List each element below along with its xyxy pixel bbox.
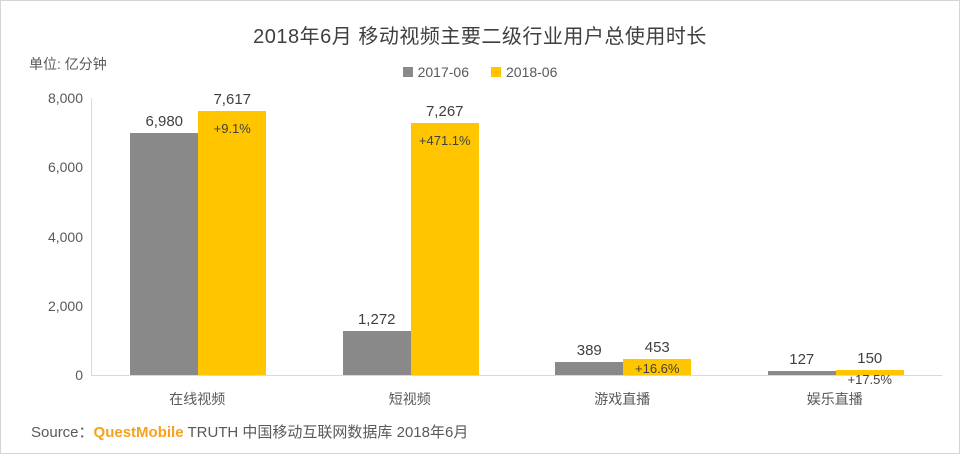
value-label-2017-06-游戏直播: 389 [576,341,602,359]
x-label-短视频: 短视频 [388,391,431,407]
bar-2018-06-娱乐直播 [835,369,904,375]
legend-swatch-2017-06 [402,67,413,77]
bar-group-在线视频: 6,980 7,617 +9.1% [92,91,305,375]
unit-label: 单位: 亿分钟 [29,56,107,72]
bar-2018-06-短视频 [410,123,479,375]
value-label-2018-06-游戏直播: 453 [644,339,670,357]
source-rest: TRUTH 中国移动互联网数据库 2018年6月 [183,424,469,441]
x-label-娱乐直播: 娱乐直播 [806,391,863,407]
growth-label-短视频: +471.1% [418,133,471,149]
growth-label-娱乐直播: +17.5% [847,371,892,387]
legend-item-2018-06: 2018-06 [491,64,557,80]
bar-2017-06-游戏直播 [555,361,624,375]
bar-group-短视频: 1,272 7,267 +471.1% [305,98,518,375]
y-tick-6,000: 6,000 [47,159,83,176]
value-label-2017-06-娱乐直播: 127 [789,350,815,368]
source-line: Source：QuestMobile TRUTH 中国移动互联网数据库 2018… [31,421,468,442]
bar-group-娱乐直播: 127 150 +17.5% [730,98,943,387]
bar-2018-06-在线视频 [198,111,267,375]
y-tick-8,000: 8,000 [47,90,83,106]
y-tick-2,000: 2,000 [47,297,83,314]
bar-group-游戏直播: 389 453 +16.6% [517,98,730,377]
legend-swatch-2018-06 [491,67,501,77]
bar-2017-06-娱乐直播 [767,370,836,375]
chart-title: 2018年6月 移动视频主要二级行业用户总使用时长 [253,26,707,48]
bar-2017-06-短视频 [342,330,411,375]
y-tick-0: 0 [75,367,83,383]
bar-2017-06-在线视频 [130,133,199,375]
y-axis: 0 2,000 4,000 6,000 8,000 [1,90,83,383]
bar-2018-06-游戏直播 [623,359,692,375]
value-label-2017-06-短视频: 1,272 [357,310,396,328]
growth-label-在线视频: +9.1% [213,121,251,137]
value-label-2018-06-在线视频: 7,617 [213,91,252,109]
plot-area: 6,980 7,617 +9.1% 1,272 7,267 +471.1% 389 453 +1… [91,91,943,387]
value-label-2017-06-在线视频: 6,980 [145,113,184,131]
x-axis-labels: 在线视频 短视频 游戏直播 娱乐直播 [91,389,941,409]
legend-label-2017-06: 2017-06 [417,64,469,80]
value-label-2018-06-娱乐直播: 150 [857,349,883,367]
source-brand: QuestMobile [93,424,184,441]
legend: 2017-06 2018-06 [1,64,959,80]
growth-label-游戏直播: +16.6% [635,361,680,377]
x-label-游戏直播: 游戏直播 [594,391,651,407]
legend-label-2018-06: 2018-06 [506,64,558,80]
x-label-在线视频: 在线视频 [169,391,226,407]
source-prefix: Source： [31,424,94,441]
legend-item-2017-06: 2017-06 [402,64,469,80]
y-tick-4,000: 4,000 [47,228,83,245]
value-label-2018-06-短视频: 7,267 [425,103,464,121]
